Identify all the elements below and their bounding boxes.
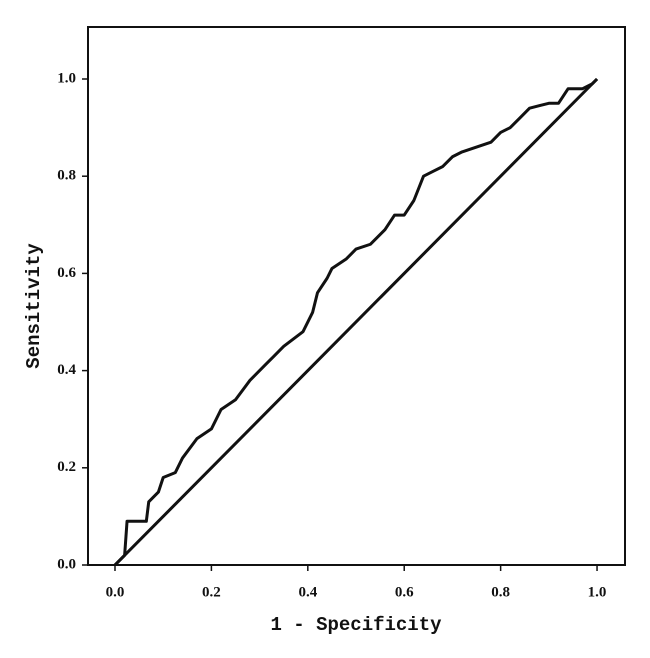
y-tick-label: 1.0 (57, 70, 76, 86)
y-axis-title: Sensitivity (23, 243, 45, 369)
y-tick-label: 0.0 (57, 556, 76, 572)
y-tick-label: 0.8 (57, 168, 76, 184)
y-tick-label: 0.2 (57, 459, 76, 475)
x-axis-title: 1 - Specificity (270, 614, 442, 636)
x-tick-label: 0.2 (202, 584, 221, 600)
y-tick-label: 0.6 (57, 265, 76, 281)
x-tick-label: 1.0 (588, 584, 607, 600)
roc-line (113, 77, 599, 567)
x-tick-label: 0.6 (395, 584, 414, 600)
plot-frame (87, 26, 626, 566)
x-tick-label: 0.4 (298, 584, 317, 600)
y-tick-label: 0.4 (57, 362, 76, 378)
roc-line (113, 77, 599, 567)
x-tick-label: 0.0 (106, 584, 125, 600)
x-tick-label: 0.8 (491, 584, 510, 600)
